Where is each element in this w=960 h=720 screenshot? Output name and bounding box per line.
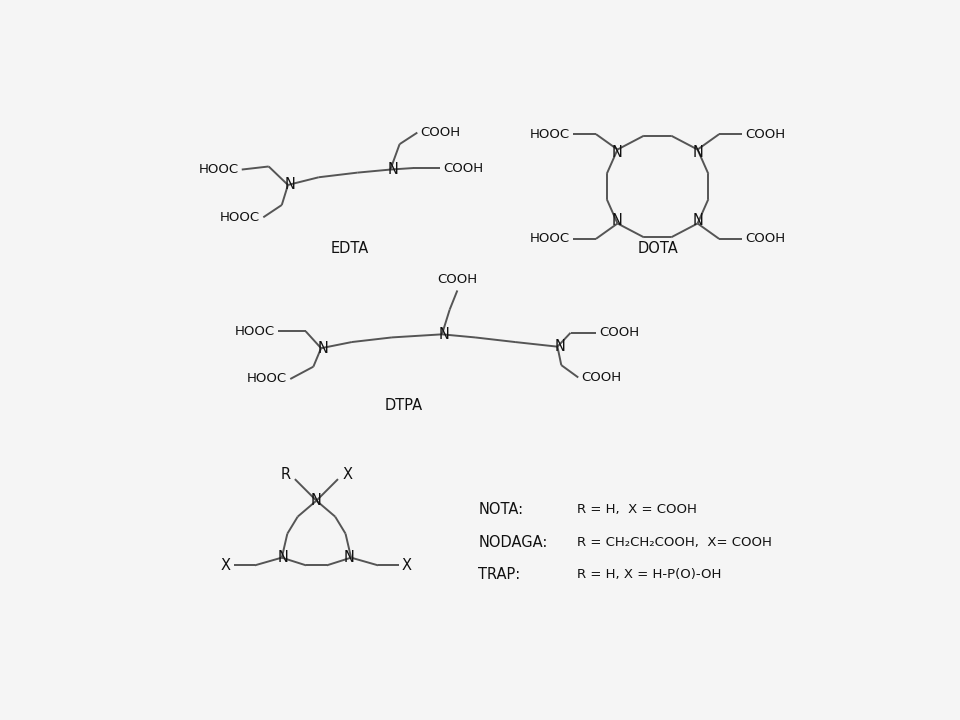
Text: NOTA:: NOTA: [478,503,523,518]
Text: R = H, X = H-P(O)-OH: R = H, X = H-P(O)-OH [577,568,721,581]
Text: TRAP:: TRAP: [478,567,520,582]
Text: DTPA: DTPA [384,398,422,413]
Text: COOH: COOH [599,326,639,339]
Text: N: N [311,493,322,508]
Text: X: X [221,558,231,573]
Text: DOTA: DOTA [637,240,678,256]
Text: N: N [277,550,289,565]
Text: N: N [692,213,703,228]
Text: N: N [554,339,565,354]
Text: N: N [692,145,703,160]
Text: COOH: COOH [745,233,785,246]
Text: R: R [280,467,290,482]
Text: COOH: COOH [438,273,477,286]
Text: R = H,  X = COOH: R = H, X = COOH [577,503,697,516]
Text: N: N [439,327,449,342]
Text: N: N [612,145,623,160]
Text: COOH: COOH [444,161,484,174]
Text: N: N [285,177,296,192]
Text: NODAGA:: NODAGA: [478,535,547,550]
Text: N: N [612,213,623,228]
Text: EDTA: EDTA [330,240,369,256]
Text: HOOC: HOOC [220,211,260,224]
Text: HOOC: HOOC [247,372,287,385]
Text: N: N [318,341,329,356]
Text: R = CH₂CH₂COOH,  X= COOH: R = CH₂CH₂COOH, X= COOH [577,536,772,549]
Text: N: N [344,550,355,565]
Text: X: X [343,467,352,482]
Text: N: N [387,162,398,177]
Text: COOH: COOH [420,126,461,139]
Text: HOOC: HOOC [235,325,275,338]
Text: X: X [402,558,412,573]
Text: COOH: COOH [745,127,785,140]
Text: HOOC: HOOC [530,127,570,140]
Text: HOOC: HOOC [530,233,570,246]
Text: COOH: COOH [582,371,621,384]
Text: HOOC: HOOC [199,163,239,176]
